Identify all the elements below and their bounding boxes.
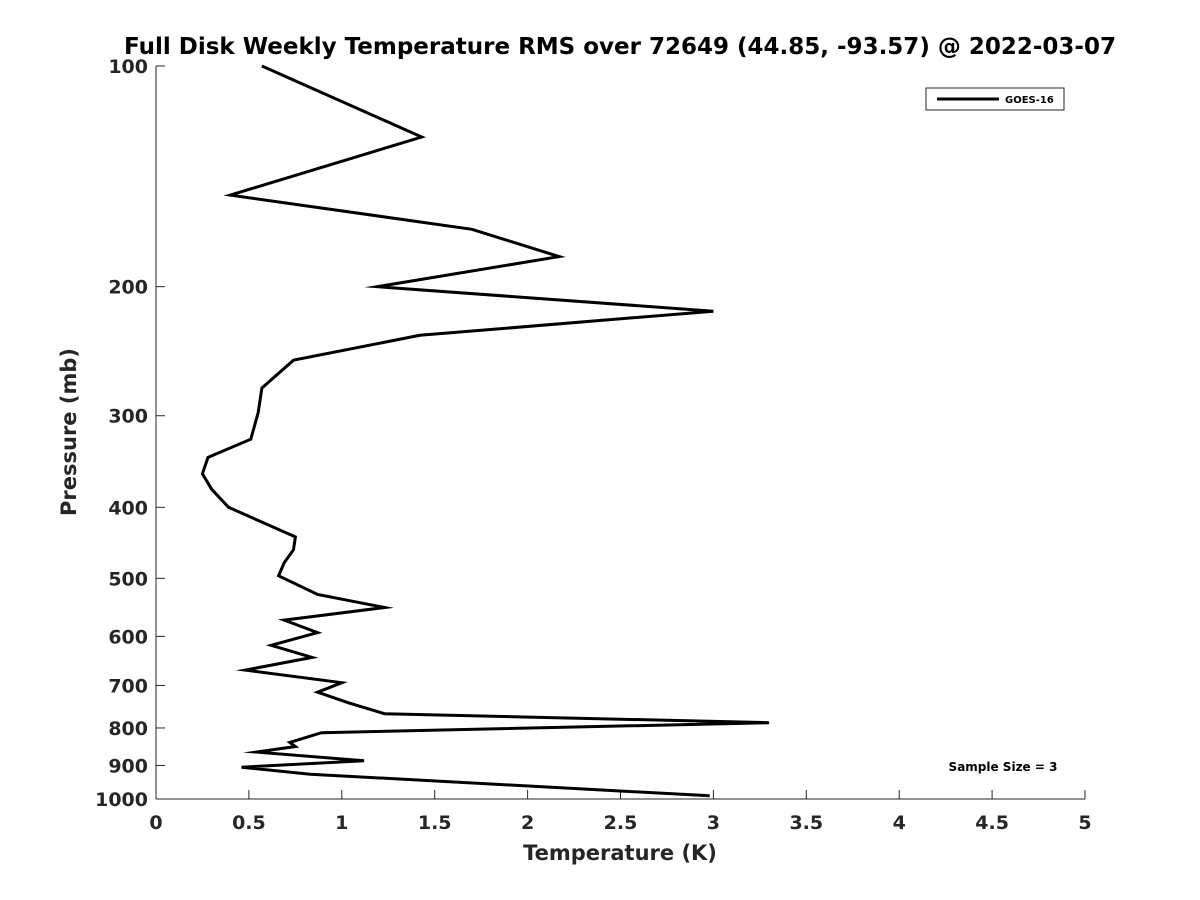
x-tick-label: 5 bbox=[1078, 812, 1091, 834]
legend-label: GOES-16 bbox=[1005, 95, 1054, 106]
x-tick-label: 3.5 bbox=[789, 812, 823, 834]
y-tick-label: 1000 bbox=[95, 789, 148, 811]
y-tick-label: 900 bbox=[108, 755, 148, 777]
y-tick-label: 400 bbox=[108, 497, 148, 519]
y-axis-label: Pressure (mb) bbox=[57, 348, 81, 516]
y-tick-label: 100 bbox=[108, 56, 148, 78]
x-tick-label: 2.5 bbox=[604, 812, 638, 834]
x-tick-label: 0 bbox=[149, 812, 162, 834]
series-line-goes-16 bbox=[200, 64, 770, 798]
x-tick-label: 4.5 bbox=[975, 812, 1009, 834]
sample-size-annotation: Sample Size = 3 bbox=[949, 760, 1058, 774]
y-tick-label: 700 bbox=[108, 675, 148, 697]
x-tick-label: 1.5 bbox=[418, 812, 452, 834]
y-tick-label: 800 bbox=[108, 718, 148, 740]
x-tick-label: 3 bbox=[707, 812, 720, 834]
chart-title: Full Disk Weekly Temperature RMS over 72… bbox=[124, 34, 1116, 60]
y-tick-label: 200 bbox=[108, 277, 148, 299]
y-tick-label: 300 bbox=[108, 406, 148, 428]
x-tick-label: 0.5 bbox=[232, 812, 266, 834]
x-tick-label: 1 bbox=[335, 812, 348, 834]
x-axis-label: Temperature (K) bbox=[523, 841, 717, 865]
y-tick-label: 600 bbox=[108, 626, 148, 648]
y-tick-label: 500 bbox=[108, 568, 148, 590]
legend: GOES-16 bbox=[925, 87, 1065, 111]
plot-area: 0 0.5 1 1.5 2 2.5 3 3.5 4 4.5 5 100 200 300 400 500 600 7… bbox=[95, 56, 1092, 834]
x-tick-label: 2 bbox=[521, 812, 534, 834]
x-tick-label: 4 bbox=[893, 812, 906, 834]
